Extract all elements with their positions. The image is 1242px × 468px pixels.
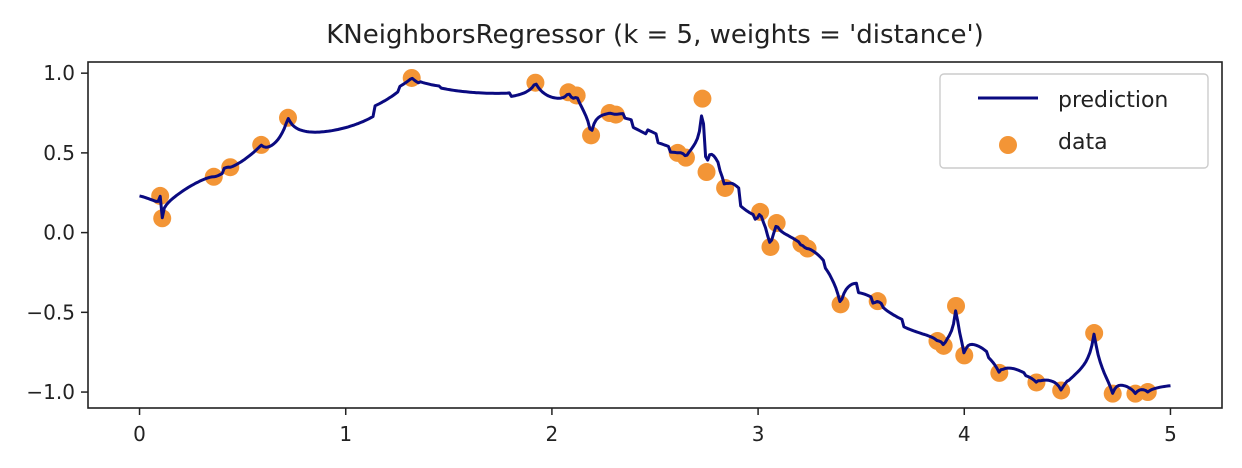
legend-marker-data: [999, 136, 1017, 154]
legend-label-prediction: prediction: [1058, 88, 1168, 113]
y-tick-label: 0.0: [43, 221, 75, 245]
x-tick-label: 3: [752, 422, 765, 446]
axes-frame: [87, 61, 1223, 409]
data-point: [767, 214, 786, 233]
x-tick-label: 1: [339, 422, 352, 446]
y-tick-label: 1.0: [43, 61, 75, 85]
chart-title: KNeighborsRegressor (k = 5, weights = 'd…: [326, 20, 984, 50]
x-tick-label: 2: [546, 422, 559, 446]
x-tick-label: 0: [133, 422, 146, 446]
y-tick-label: −0.5: [26, 300, 75, 324]
y-tick-label: 0.5: [43, 141, 75, 165]
axis-ticks: 0 1 2 3 4 5 1.0 0.5 0.0 −0.5 −1.0: [26, 61, 1176, 446]
prediction-line: [139, 76, 1171, 395]
legend: prediction data: [939, 73, 1209, 169]
data-point: [955, 346, 974, 365]
data-point: [947, 296, 966, 315]
plot-marks: [139, 68, 1171, 403]
data-point: [697, 163, 716, 182]
y-tick-label: −1.0: [26, 380, 75, 404]
data-point: [693, 89, 712, 108]
x-tick-label: 5: [1164, 422, 1177, 446]
data-point: [761, 237, 780, 256]
data-point: [831, 295, 850, 314]
x-tick-label: 4: [958, 422, 971, 446]
data-point: [582, 126, 601, 145]
data-point: [751, 202, 770, 221]
legend-label-data: data: [1058, 130, 1108, 155]
data-point: [567, 86, 586, 105]
